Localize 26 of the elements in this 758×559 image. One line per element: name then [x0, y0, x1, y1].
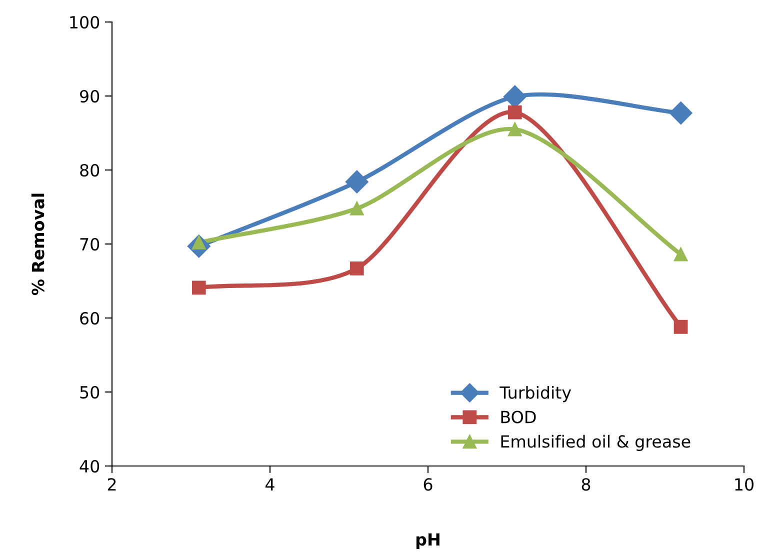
point	[350, 261, 364, 276]
y-tick-label: 50	[80, 386, 100, 399]
legend-label: BOD	[501, 410, 536, 424]
point	[674, 247, 688, 262]
legend-label: Turbidity	[500, 386, 572, 402]
point	[674, 320, 688, 334]
y-tick-label: 60	[80, 312, 100, 325]
y-axis-title: % Removal	[31, 194, 44, 296]
x-tick-label: 10	[735, 478, 754, 491]
x-axis-title: pH	[416, 533, 440, 549]
point	[345, 170, 368, 194]
point	[508, 122, 522, 136]
point	[508, 105, 522, 120]
y-tick-label: 70	[80, 238, 100, 251]
x-tick-label: 8	[582, 478, 590, 491]
point	[192, 280, 206, 295]
x-tick-label: 2	[108, 478, 116, 490]
y-tick-label: 90	[80, 90, 100, 103]
legend-label: Emulsified oil & grease	[501, 434, 690, 451]
x-tick-label: 4	[266, 478, 274, 490]
y-tick-label: 80	[80, 164, 100, 177]
y-tick-label: 40	[80, 460, 100, 473]
y-tick-label: 100	[70, 16, 100, 29]
point	[669, 102, 692, 125]
x-tick-label: 6	[424, 478, 432, 491]
point	[350, 202, 364, 216]
